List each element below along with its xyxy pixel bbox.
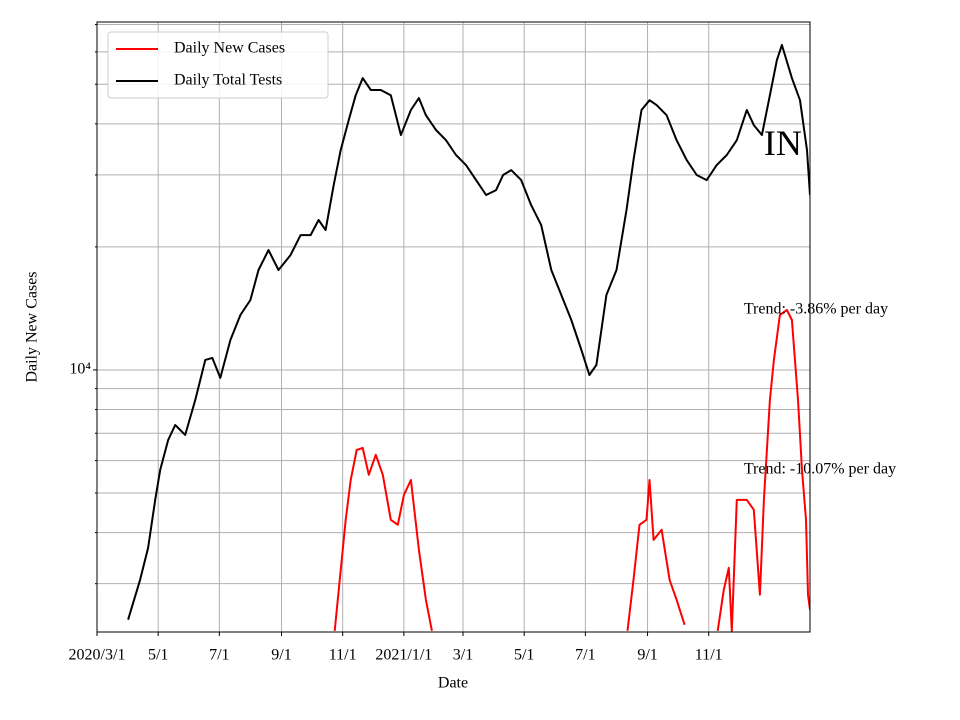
annotation: Trend: -3.86% per day — [744, 301, 888, 318]
grid — [96, 22, 810, 632]
legend: Daily New Cases Daily Total Tests — [107, 31, 329, 99]
annotations: Trend: -3.86% per day Trend: -10.07% per … — [744, 123, 896, 478]
x-tick-label: 9/1 — [271, 647, 291, 664]
y-axis-label: Daily New Cases — [24, 271, 41, 382]
ticks: 2020/3/1 5/1 7/1 9/1 11/1 2021/1/1 3/1 5/1 7/1 9/… — [69, 24, 723, 664]
x-tick-label: 2021/1/1 — [375, 647, 432, 664]
x-tick-label: 11/1 — [695, 647, 723, 664]
plot-frame — [96, 21, 811, 633]
series-line — [127, 44, 810, 620]
annotation: Trend: -10.07% per day — [744, 461, 896, 478]
x-tick-label: 2020/3/1 — [69, 647, 126, 664]
legend-label: Daily Total Tests — [174, 72, 282, 89]
x-tick-label: 5/1 — [148, 647, 168, 664]
x-tick-label: 7/1 — [209, 647, 229, 664]
y-tick-label: 10⁴ — [69, 361, 91, 378]
plot-lines — [127, 44, 810, 632]
series-line — [333, 309, 810, 632]
legend-box — [107, 31, 329, 99]
x-axis-label: Date — [438, 675, 468, 692]
annotation: IN — [764, 123, 802, 163]
x-tick-label: 5/1 — [514, 647, 534, 664]
x-tick-label: 7/1 — [575, 647, 595, 664]
x-tick-label: 3/1 — [453, 647, 473, 664]
x-tick-label: 9/1 — [637, 647, 657, 664]
x-tick-label: 11/1 — [329, 647, 357, 664]
legend-label: Daily New Cases — [174, 40, 285, 57]
